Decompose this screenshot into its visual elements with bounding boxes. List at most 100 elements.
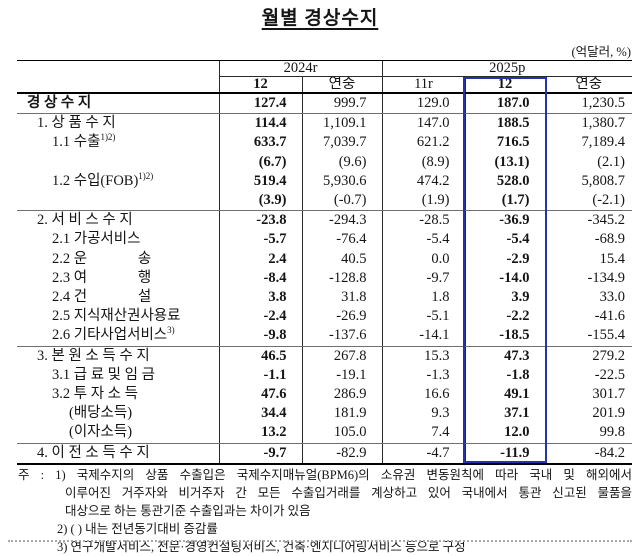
col-header-2024-annual: 연중 bbox=[301, 76, 382, 94]
row-label: 2.6 기타사업서비스3) bbox=[17, 326, 219, 347]
cell-value: -9.8 bbox=[218, 326, 302, 347]
row-label-text: 3. 본 원 소 득 수 지 bbox=[37, 347, 150, 364]
cell-value: -4.7 bbox=[381, 443, 465, 465]
table-row: 경 상 수 지 127.4 999.7 129.0 187.0 1,230.5 bbox=[17, 93, 632, 115]
cell-value: -26.9 bbox=[301, 307, 382, 327]
col-header-2024-12: 12 bbox=[218, 76, 302, 94]
cell-value: -1.3 bbox=[381, 365, 465, 386]
cell-value: -155.4 bbox=[544, 326, 632, 347]
cell-value: 16.6 bbox=[381, 385, 465, 405]
table-row: (배당소득) 34.4 181.9 9.3 37.1 201.9 bbox=[17, 404, 632, 424]
cell-value: (13.1) bbox=[464, 152, 545, 172]
row-label: 1. 상 품 수 지 bbox=[17, 114, 219, 134]
cell-value: 7,189.4 bbox=[544, 133, 632, 153]
cell-value: 301.7 bbox=[544, 385, 632, 405]
table-row: (6.7) (9.6) (8.9) (13.1) (2.1) bbox=[17, 152, 632, 172]
row-label-text: (이자소득) bbox=[69, 424, 133, 441]
cell-value: -41.6 bbox=[544, 307, 632, 327]
cell-value: (6.7) bbox=[218, 152, 302, 172]
current-account-table: 2024r 2025p 12 연중 11r 12 연중 경 상 수 지 127.4… bbox=[17, 60, 632, 465]
cell-value: -23.8 bbox=[218, 210, 302, 231]
cell-value: -2.9 bbox=[464, 249, 545, 269]
row-label-text: 2. 서 비 스 수 지 bbox=[37, 212, 133, 229]
cell-value: 201.9 bbox=[544, 404, 632, 424]
col-group-2024r: 2024r bbox=[218, 60, 382, 77]
row-label: 2.5 지식재산권사용료 bbox=[17, 307, 219, 326]
cell-value: -5.4 bbox=[381, 230, 465, 250]
cell-value: -294.3 bbox=[301, 210, 382, 231]
footnote-marker: 1)2) bbox=[138, 171, 154, 181]
cell-value: 15.3 bbox=[381, 346, 465, 366]
cell-value: 519.4 bbox=[218, 171, 302, 192]
row-label-text: (배당소득) bbox=[69, 405, 133, 422]
cell-value: 286.9 bbox=[301, 385, 382, 405]
table-row: 2. 서 비 스 수 지 -23.8 -294.3 -28.5 -36.9 -345.2 bbox=[17, 210, 632, 231]
row-label-text: 경 상 수 지 bbox=[27, 95, 92, 111]
cell-value: 999.7 bbox=[301, 93, 382, 115]
footnote-marker: 1)2) bbox=[100, 133, 116, 143]
cell-value: (3.9) bbox=[218, 191, 302, 212]
row-label: (배당소득) bbox=[17, 404, 219, 423]
row-label-text: 2.1 가공서비스 bbox=[52, 231, 141, 248]
cell-value: 31.8 bbox=[301, 288, 382, 308]
table-row: 1.1 수출1)2) 633.7 7,039.7 621.2 716.5 7,189.4 bbox=[17, 133, 632, 153]
row-label: 1.2 수입(FOB)1)2) bbox=[17, 172, 219, 191]
row-label-text: 1.1 수출 bbox=[52, 134, 101, 151]
row-label-text: 2.2 운 송 bbox=[52, 250, 152, 267]
row-label: 2. 서 비 스 수 지 bbox=[17, 211, 219, 231]
cell-value: (-2.1) bbox=[544, 191, 632, 212]
cell-value: 47.3 bbox=[464, 346, 545, 366]
table-row: (이자소득) 13.2 105.0 7.4 12.0 99.8 bbox=[17, 423, 632, 444]
cell-value: 279.2 bbox=[544, 346, 632, 366]
cell-value: 1,380.7 bbox=[544, 113, 632, 134]
cell-value: -134.9 bbox=[544, 268, 632, 289]
cell-value: 33.0 bbox=[544, 288, 632, 308]
bottom-divider bbox=[8, 540, 632, 542]
cell-value: 716.5 bbox=[464, 133, 545, 153]
cell-value: 3.8 bbox=[218, 288, 302, 308]
cell-value: -8.4 bbox=[218, 268, 302, 289]
cell-value: 0.0 bbox=[381, 249, 465, 269]
cell-value: -82.9 bbox=[301, 443, 382, 465]
row-label-text: 1. 상 품 수 지 bbox=[37, 115, 116, 132]
table-header: 2024r 2025p 12 연중 11r 12 연중 bbox=[17, 60, 632, 94]
table-row: 2.2 운 송 2.4 40.5 0.0 -2.9 15.4 bbox=[17, 249, 632, 269]
row-label: 경 상 수 지 bbox=[17, 93, 219, 115]
cell-value: -19.1 bbox=[301, 365, 382, 386]
cell-value: (-0.7) bbox=[301, 191, 382, 212]
cell-value: 15.4 bbox=[544, 249, 632, 269]
cell-value: -28.5 bbox=[381, 210, 465, 231]
cell-value: 37.1 bbox=[464, 404, 545, 424]
cell-value: -14.1 bbox=[381, 326, 465, 347]
cell-value: -84.2 bbox=[544, 443, 632, 465]
cell-value: 40.5 bbox=[301, 249, 382, 269]
table-row: 2.3 여 행 -8.4 -128.8 -9.7 -14.0 -134.9 bbox=[17, 268, 632, 289]
row-label-text: 2.3 여 행 bbox=[52, 269, 152, 286]
cell-value: 49.1 bbox=[464, 385, 545, 405]
cell-value: 13.2 bbox=[218, 423, 302, 444]
row-label: 3.2 투 자 소 득 bbox=[17, 385, 219, 404]
cell-value: -137.6 bbox=[301, 326, 382, 347]
col-header-2025-11r: 11r bbox=[381, 76, 465, 94]
table-row: 3.2 투 자 소 득 47.6 286.9 16.6 49.1 301.7 bbox=[17, 385, 632, 405]
footnote-line: 주 : 1) 국제수지의 상품 수출입은 국제수지매뉴얼(BPM6)의 소유권 … bbox=[18, 468, 632, 482]
table-row: 1. 상 품 수 지 114.4 1,109.1 147.0 188.5 1,380.7 bbox=[17, 113, 632, 134]
table-row: 3. 본 원 소 득 수 지 46.5 267.8 15.3 47.3 279.2 bbox=[17, 346, 632, 366]
cell-value: -18.5 bbox=[464, 326, 545, 347]
row-label: 2.3 여 행 bbox=[17, 269, 219, 288]
cell-value: 7.4 bbox=[381, 423, 465, 444]
footnote-line: 2) ( ) 내는 전년동기대비 증감률 bbox=[57, 522, 218, 536]
footnote-line: 이루어진 거주자와 비거주자 간 모든 수출입거래를 계상하고 있어 국내에서 … bbox=[65, 486, 632, 500]
cell-value: -5.1 bbox=[381, 307, 465, 327]
cell-value: 2.4 bbox=[218, 249, 302, 269]
row-label: (이자소득) bbox=[17, 423, 219, 444]
cell-value: 147.0 bbox=[381, 113, 465, 134]
table-row: 2.4 건 설 3.8 31.8 1.8 3.9 33.0 bbox=[17, 288, 632, 308]
footnotes: 주 : 1) 국제수지의 상품 수출입은 국제수지매뉴얼(BPM6)의 소유권 … bbox=[18, 466, 632, 556]
cell-value: -1.8 bbox=[464, 365, 545, 386]
row-label-header bbox=[17, 60, 219, 94]
row-label-text: 2.4 건 설 bbox=[52, 289, 152, 306]
cell-value: 3.9 bbox=[464, 288, 545, 308]
cell-value: 114.4 bbox=[218, 113, 302, 134]
cell-value: -9.7 bbox=[381, 268, 465, 289]
